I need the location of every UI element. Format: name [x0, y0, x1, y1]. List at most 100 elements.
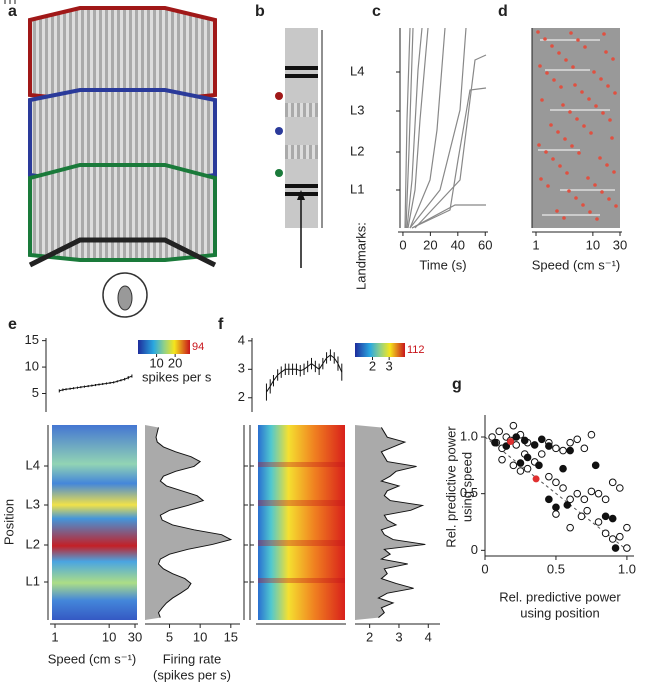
scatter-point — [623, 523, 631, 532]
x-tick-label: 1 — [532, 237, 539, 252]
y-tick-label: L1 — [26, 573, 40, 588]
x-tick-label: 0.5 — [547, 561, 565, 576]
speed-point — [581, 203, 585, 207]
x-tick-label: 1 — [51, 629, 58, 644]
y-label: using speed — [459, 452, 474, 522]
speed-point — [608, 118, 612, 122]
scatter-point — [559, 464, 567, 473]
y-tick-label: L4 — [26, 457, 40, 472]
scatter-point — [512, 441, 521, 449]
scatter-point — [535, 461, 543, 470]
speed-point — [582, 124, 586, 128]
profile-area — [145, 425, 231, 620]
speed-point — [601, 111, 605, 115]
speed-point — [550, 44, 554, 48]
colorbar-label: spikes per s — [142, 369, 212, 384]
scatter-point — [594, 518, 603, 526]
scatter-point — [608, 535, 617, 543]
scatter-point — [594, 489, 603, 498]
speed-point — [556, 130, 560, 134]
speed-point — [558, 164, 562, 168]
x-tick-label: 0 — [481, 561, 488, 576]
speed-point — [574, 196, 578, 200]
y-tick-label: 5 — [32, 385, 39, 400]
x-label: Firing rate — [163, 651, 222, 666]
y-tick-label: 1.0 — [460, 428, 478, 443]
speed-point — [567, 189, 571, 193]
scatter-point — [573, 435, 582, 444]
landmarks-title: Landmarks: — [353, 222, 368, 290]
panel-label: b — [255, 3, 265, 20]
colorbar-max: 112 — [407, 344, 425, 356]
colorbar-tick-label: 2 — [369, 358, 376, 373]
speed-point — [598, 156, 602, 160]
x-tick-label: 10 — [586, 237, 600, 252]
speed-point — [575, 117, 579, 121]
x-tick-label: 4 — [425, 629, 432, 644]
landmark-label: L1 — [350, 181, 364, 196]
x-label: Rel. predictive power — [499, 589, 621, 604]
scatter-point — [566, 438, 574, 447]
panel-c-trajectories — [404, 27, 487, 229]
colorbar — [355, 343, 405, 357]
speed-point — [557, 51, 561, 55]
speed-point — [613, 91, 617, 95]
speed-point — [549, 123, 553, 127]
landmark-label: L2 — [350, 143, 364, 158]
panel-label: g — [452, 376, 462, 393]
y-tick-label: 15 — [25, 332, 39, 347]
scatter-point — [509, 461, 518, 470]
scatter-point — [591, 461, 600, 470]
scatter-point — [537, 450, 546, 458]
scatter-point — [523, 453, 532, 462]
speed-point — [580, 90, 584, 94]
panel-label: f — [218, 316, 224, 333]
y-label: Position — [1, 499, 16, 545]
speed-point — [593, 183, 597, 187]
panel-label: e — [8, 316, 17, 333]
scatter-point — [583, 506, 591, 515]
y-tick-label: L3 — [26, 496, 40, 511]
speed-point — [605, 163, 609, 167]
y-tick-label: L2 — [26, 536, 40, 551]
scatter-point — [616, 532, 624, 541]
landmark-label: L4 — [350, 63, 364, 78]
speed-point — [611, 57, 615, 61]
speed-point — [573, 83, 577, 87]
speed-point — [545, 71, 549, 75]
speed-point — [587, 97, 591, 101]
scatter-point — [601, 529, 610, 538]
landmark-label: L3 — [350, 102, 364, 117]
scatter-point — [530, 441, 539, 449]
speed-point — [551, 157, 555, 161]
scatter-point — [566, 523, 574, 532]
colorbar — [138, 340, 190, 354]
label: Speed (cm s⁻¹) — [48, 651, 137, 666]
speed-point — [537, 143, 541, 147]
x-tick-label: 0 — [399, 237, 406, 252]
speed-point — [612, 170, 616, 174]
y-tick-label: 10 — [25, 359, 39, 374]
speed-point — [536, 30, 540, 34]
panel-label: a — [8, 3, 17, 20]
x-tick-label: 2 — [366, 629, 373, 644]
label: Speed (cm s⁻¹) — [532, 257, 621, 272]
speed-point — [544, 150, 548, 154]
scatter-point — [545, 495, 553, 504]
colorbar-max: 94 — [192, 341, 204, 353]
speed-point — [600, 190, 604, 194]
x-label: (spikes per s) — [153, 667, 231, 682]
x-label: using position — [520, 605, 600, 620]
scatter-point — [509, 421, 518, 430]
panel-b-track — [275, 28, 323, 268]
speed-point — [614, 204, 618, 208]
profile-area — [355, 425, 426, 620]
speed-point — [577, 151, 581, 155]
scatter-point — [552, 510, 560, 518]
colorbar-tick-label: 10 — [149, 355, 163, 370]
scatter-point — [580, 495, 589, 504]
scatter-point — [507, 438, 515, 446]
scatter-point — [587, 487, 596, 496]
speed-point — [610, 136, 614, 140]
